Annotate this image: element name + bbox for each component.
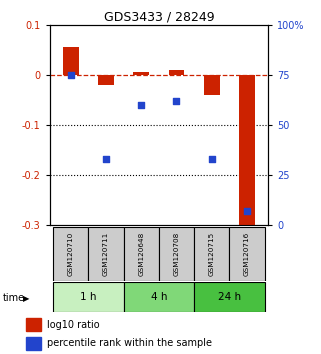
Bar	[53, 227, 89, 281]
Text: GSM120710: GSM120710	[68, 232, 74, 276]
Text: ▶: ▶	[23, 293, 30, 303]
Bar	[204, 75, 220, 95]
Text: GSM120716: GSM120716	[244, 232, 250, 276]
Point	[103, 156, 108, 162]
Bar	[63, 47, 79, 75]
Bar	[26, 337, 41, 350]
Point	[174, 98, 179, 104]
Text: 24 h: 24 h	[218, 292, 241, 302]
Point	[209, 156, 214, 162]
Text: GSM120715: GSM120715	[209, 232, 215, 276]
Bar	[133, 72, 149, 75]
Bar	[98, 75, 114, 85]
Bar	[194, 282, 265, 312]
Text: 4 h: 4 h	[151, 292, 167, 302]
Text: GSM120648: GSM120648	[138, 232, 144, 276]
Bar	[124, 282, 194, 312]
Bar	[124, 227, 159, 281]
Text: percentile rank within the sample: percentile rank within the sample	[47, 338, 212, 348]
Text: 1 h: 1 h	[80, 292, 97, 302]
Bar	[89, 227, 124, 281]
Text: GSM120708: GSM120708	[173, 232, 179, 276]
Bar	[26, 318, 41, 331]
Text: GSM120711: GSM120711	[103, 232, 109, 276]
Text: log10 ratio: log10 ratio	[47, 320, 100, 330]
Bar	[239, 75, 255, 227]
Point	[139, 102, 144, 108]
Bar	[53, 282, 124, 312]
Title: GDS3433 / 28249: GDS3433 / 28249	[104, 11, 214, 24]
Text: time: time	[3, 293, 25, 303]
Bar	[169, 70, 185, 75]
Point	[68, 72, 74, 78]
Bar	[194, 227, 229, 281]
Point	[244, 208, 249, 213]
Bar	[159, 227, 194, 281]
Bar	[229, 227, 265, 281]
